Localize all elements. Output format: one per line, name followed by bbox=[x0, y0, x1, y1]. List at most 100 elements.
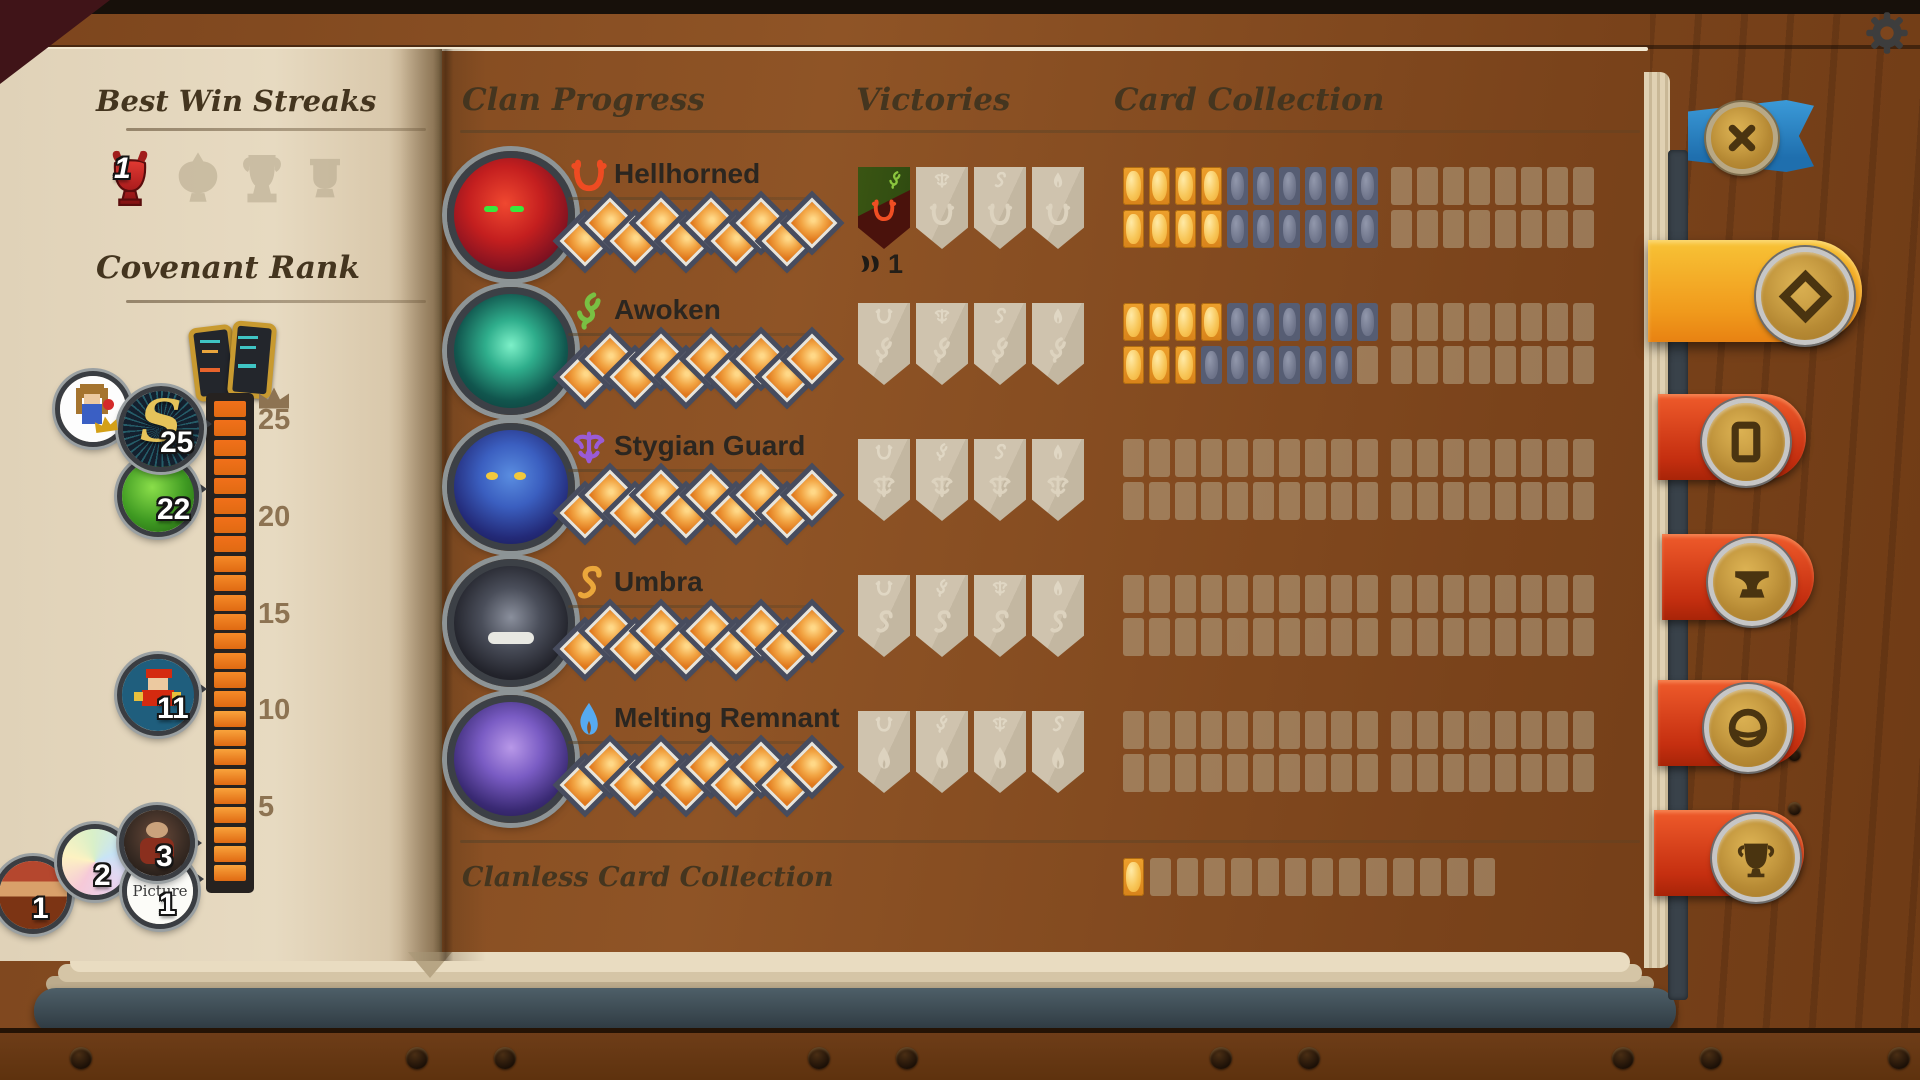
victory-count-icon bbox=[858, 252, 882, 276]
own-clan-glyph bbox=[1045, 745, 1071, 771]
card-slot-empty bbox=[1547, 575, 1568, 613]
card-slot-unlocked bbox=[1253, 346, 1274, 384]
trophy-icon[interactable] bbox=[1712, 814, 1800, 902]
card-icon bbox=[1722, 418, 1770, 466]
wood-bolt bbox=[70, 1047, 92, 1069]
card-slot-empty bbox=[1331, 754, 1352, 792]
card-slot-empty bbox=[1227, 439, 1248, 477]
own-curl-icon bbox=[1045, 609, 1071, 635]
dark-portrait-avatar bbox=[124, 810, 190, 876]
card-slot-unlocked bbox=[1279, 210, 1300, 248]
card-slot-empty bbox=[1279, 439, 1300, 477]
card-slot-empty bbox=[1279, 575, 1300, 613]
partner-sprout-icon bbox=[933, 579, 951, 597]
card-slot-empty bbox=[1573, 711, 1594, 749]
covenant-bar-segment bbox=[214, 575, 246, 592]
own-curl-icon bbox=[987, 609, 1013, 635]
orb-icon[interactable] bbox=[1704, 684, 1792, 772]
card-slot-empty bbox=[1547, 618, 1568, 656]
card-slot-unlocked bbox=[1279, 346, 1300, 384]
card-slot-unlocked bbox=[1357, 210, 1378, 248]
dwarf-avatar bbox=[0, 861, 67, 929]
own-tentacle-icon bbox=[987, 473, 1013, 499]
card-slot-empty bbox=[1357, 754, 1378, 792]
card-slot-empty bbox=[1547, 439, 1568, 477]
card-slot-empty bbox=[1443, 303, 1464, 341]
friend-rank: 25 bbox=[160, 426, 194, 459]
card-slot-empty bbox=[1357, 482, 1378, 520]
anvil-icon[interactable] bbox=[1708, 538, 1796, 626]
covenant-tick-label: 5 bbox=[258, 791, 275, 823]
partner-sprout-icon bbox=[933, 443, 951, 461]
covenant-bar-segment bbox=[214, 401, 246, 417]
card-icon[interactable] bbox=[1702, 398, 1790, 486]
card-slot-empty bbox=[1521, 482, 1542, 520]
covenant-bar-segment bbox=[214, 613, 246, 630]
card-slot-empty bbox=[1201, 482, 1222, 520]
own-clan-glyph bbox=[1045, 337, 1071, 363]
partner-glyph bbox=[991, 307, 1009, 325]
partner-curl-icon bbox=[1049, 715, 1067, 733]
card-slot-unlocked bbox=[1227, 167, 1248, 205]
partner-horn-icon bbox=[875, 579, 893, 597]
own-clan-glyph bbox=[871, 609, 897, 635]
card-slot-empty bbox=[1521, 167, 1542, 205]
card-slot-empty bbox=[1357, 439, 1378, 477]
swords-icon bbox=[858, 252, 882, 276]
partner-horn-icon bbox=[875, 443, 893, 461]
card-slot-empty bbox=[1573, 482, 1594, 520]
card-slot-empty bbox=[1469, 167, 1490, 205]
card-slot-empty bbox=[1149, 618, 1170, 656]
settings-button[interactable] bbox=[1864, 10, 1910, 61]
victories-title: Victories bbox=[856, 82, 1011, 118]
card-slot-unlocked bbox=[1357, 303, 1378, 341]
card-slot-empty bbox=[1443, 167, 1464, 205]
partner-tentacle-icon bbox=[991, 579, 1009, 597]
card-slot-empty bbox=[1447, 858, 1468, 896]
card-slot-empty bbox=[1123, 711, 1144, 749]
card-slot-empty bbox=[1253, 618, 1274, 656]
own-clan-glyph bbox=[929, 201, 955, 227]
own-clan-glyph bbox=[1045, 201, 1071, 227]
card-slot-empty bbox=[1417, 482, 1438, 520]
x-icon[interactable] bbox=[1706, 102, 1778, 174]
win-streak-trophy-locked bbox=[297, 146, 353, 206]
card-slot-empty bbox=[1495, 210, 1516, 248]
card-slot-empty bbox=[1573, 346, 1594, 384]
win-streak-trophy-earned: 1 bbox=[102, 146, 158, 206]
trophy-icon bbox=[1732, 834, 1780, 882]
card-slot-empty bbox=[1279, 754, 1300, 792]
card-slot-empty bbox=[1339, 858, 1360, 896]
partner-glyph bbox=[933, 307, 951, 325]
covenant-bar-segment bbox=[214, 826, 246, 843]
own-clan-glyph bbox=[871, 197, 897, 223]
card-slot-empty bbox=[1175, 575, 1196, 613]
partner-glyph bbox=[875, 307, 893, 325]
card-slot-unlocked bbox=[1227, 346, 1248, 384]
wood-bolt bbox=[1788, 802, 1801, 815]
clan-divider bbox=[568, 605, 816, 608]
friend-badge-dark-portrait bbox=[119, 805, 195, 881]
card-slot-empty bbox=[1547, 346, 1568, 384]
covenant-bar-segment bbox=[214, 652, 246, 669]
card-slot-empty bbox=[1573, 303, 1594, 341]
partner-flame-icon bbox=[1049, 171, 1067, 189]
friend-badge-prism bbox=[57, 824, 133, 900]
own-sprout-icon bbox=[871, 337, 897, 363]
partner-horn-icon bbox=[875, 307, 893, 325]
card-slot-gold bbox=[1175, 210, 1196, 248]
card-slot-empty bbox=[1521, 618, 1542, 656]
clan-portrait-hellhorned bbox=[447, 151, 575, 279]
diamond-icon[interactable] bbox=[1756, 247, 1854, 345]
covenant-bar-segment bbox=[214, 439, 246, 456]
card-slot-empty bbox=[1547, 482, 1568, 520]
partner-horn-icon bbox=[875, 715, 893, 733]
card-slot-empty bbox=[1258, 858, 1279, 896]
clanless-label: Clanless Card Collection bbox=[462, 862, 834, 893]
card-slot-empty bbox=[1227, 618, 1248, 656]
card-slot-empty bbox=[1547, 711, 1568, 749]
card-slot-empty bbox=[1357, 575, 1378, 613]
card-slot-empty bbox=[1443, 711, 1464, 749]
card-slot-empty bbox=[1305, 482, 1326, 520]
card-slot-empty bbox=[1443, 210, 1464, 248]
